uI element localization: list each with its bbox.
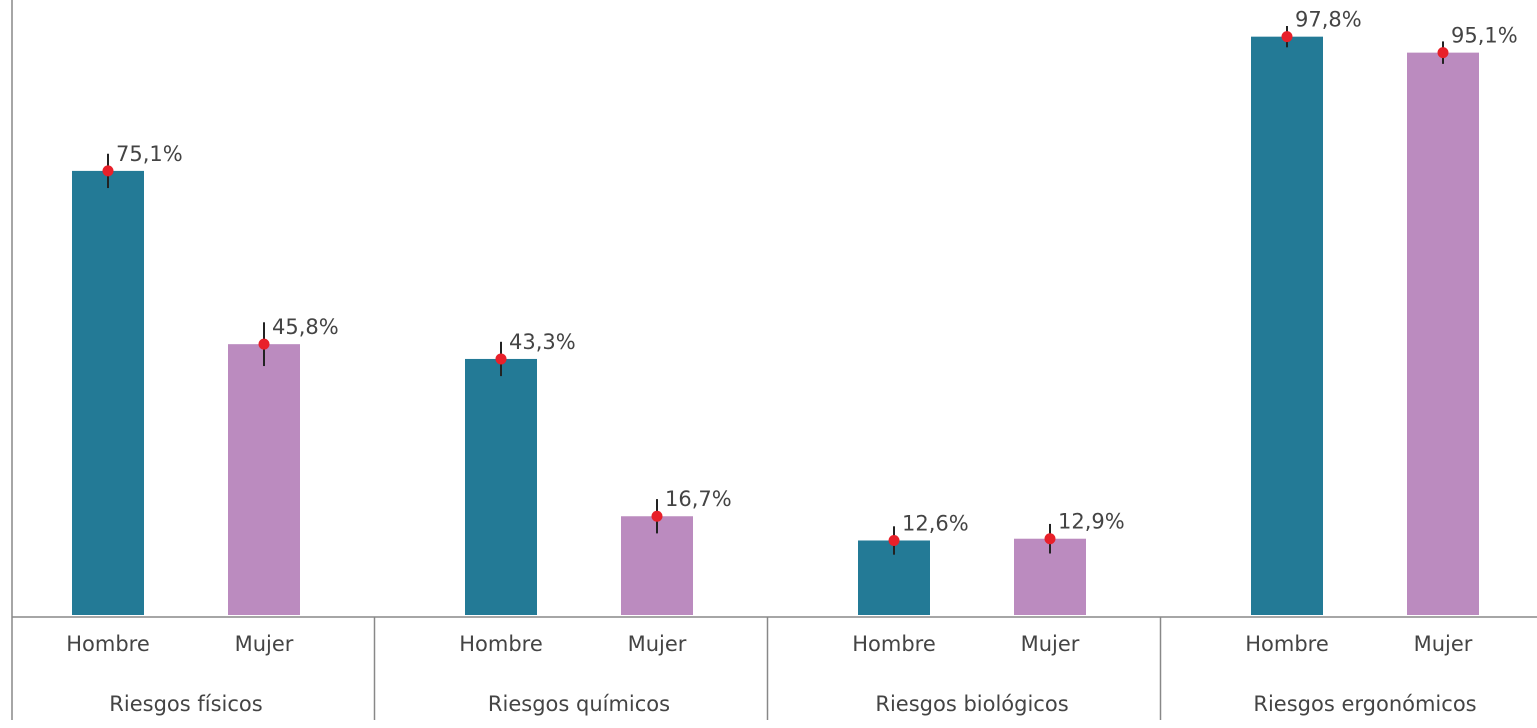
x-tick-label: Mujer xyxy=(628,632,687,656)
bar xyxy=(72,170,144,615)
value-label: 16,7% xyxy=(665,487,732,511)
bar xyxy=(465,358,537,615)
group-label: Riesgos ergonómicos xyxy=(1253,692,1476,716)
point xyxy=(495,353,507,365)
x-tick-label: Hombre xyxy=(66,632,150,656)
x-tick-label: Mujer xyxy=(235,632,294,656)
x-tick-label: Hombre xyxy=(459,632,543,656)
value-label: 45,8% xyxy=(272,315,339,339)
point xyxy=(102,165,114,177)
group-label: Riesgos químicos xyxy=(488,692,670,716)
x-tick-label: Hombre xyxy=(852,632,936,656)
point xyxy=(651,510,663,522)
point xyxy=(258,338,270,350)
value-label: 43,3% xyxy=(509,330,576,354)
point xyxy=(888,534,900,546)
x-tick-label: Hombre xyxy=(1245,632,1329,656)
x-tick-label: Mujer xyxy=(1021,632,1080,656)
value-label: 97,8% xyxy=(1295,8,1362,32)
group-label: Riesgos físicos xyxy=(109,692,262,716)
bar xyxy=(1407,52,1479,615)
value-label: 12,9% xyxy=(1058,510,1125,534)
point xyxy=(1044,533,1056,545)
point xyxy=(1281,31,1293,43)
bar xyxy=(228,344,300,615)
value-label: 95,1% xyxy=(1451,24,1518,48)
group-label: Riesgos biológicos xyxy=(875,692,1068,716)
value-label: 12,6% xyxy=(902,511,969,535)
bar xyxy=(1251,36,1323,616)
point xyxy=(1437,47,1449,59)
value-label: 75,1% xyxy=(116,142,183,166)
x-tick-label: Mujer xyxy=(1414,632,1473,656)
